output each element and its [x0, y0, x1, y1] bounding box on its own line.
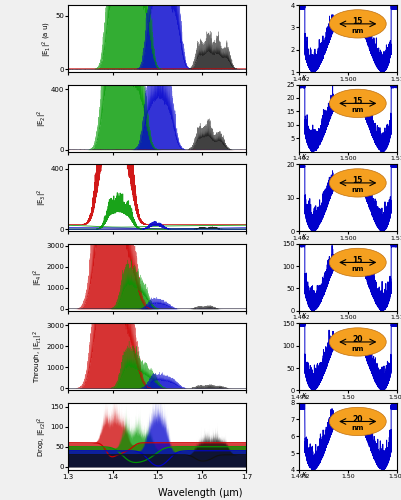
Y-axis label: |E$_2$|$^2$: |E$_2$|$^2$: [36, 110, 49, 127]
Text: 15: 15: [352, 18, 363, 26]
Text: 15: 15: [352, 176, 363, 186]
Y-axis label: Drop, |E$_{t2}$|$^2$: Drop, |E$_{t2}$|$^2$: [36, 416, 49, 457]
Ellipse shape: [329, 89, 386, 118]
Ellipse shape: [329, 408, 386, 436]
Y-axis label: |E$_3$|$^2$: |E$_3$|$^2$: [36, 189, 49, 206]
Text: nm: nm: [352, 346, 364, 352]
Text: nm: nm: [352, 266, 364, 272]
Text: 15: 15: [352, 97, 363, 106]
Ellipse shape: [329, 10, 386, 38]
Text: nm: nm: [352, 28, 364, 34]
Text: nm: nm: [352, 186, 364, 192]
Text: $\kappa_2$: $\kappa_2$: [301, 73, 310, 84]
Text: $\kappa_2$: $\kappa_2$: [301, 391, 310, 402]
Y-axis label: Through, |E$_{t1}$|$^2$: Through, |E$_{t1}$|$^2$: [31, 330, 45, 383]
Text: nm: nm: [352, 425, 364, 431]
Text: $\kappa_2$: $\kappa_2$: [301, 232, 310, 242]
Text: Wavelength (μm): Wavelength (μm): [158, 488, 243, 498]
Text: $\kappa_2$: $\kappa_2$: [301, 470, 310, 481]
Text: 15: 15: [352, 256, 363, 265]
Text: $\kappa_2$: $\kappa_2$: [301, 312, 310, 322]
Ellipse shape: [329, 169, 386, 197]
Y-axis label: |E$_4$|$^2$: |E$_4$|$^2$: [31, 268, 45, 286]
Text: 20: 20: [352, 336, 363, 344]
Text: 20: 20: [352, 415, 363, 424]
Y-axis label: |E$_1$|$^2$ (a u): |E$_1$|$^2$ (a u): [41, 20, 54, 57]
Text: $\kappa_2$: $\kappa_2$: [301, 152, 310, 163]
Ellipse shape: [329, 248, 386, 276]
Text: nm: nm: [352, 107, 364, 113]
Ellipse shape: [329, 328, 386, 356]
